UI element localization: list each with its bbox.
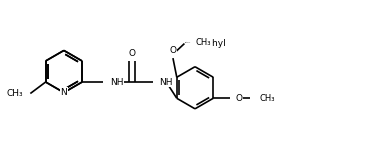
- Text: CH₃: CH₃: [7, 89, 23, 98]
- Text: methyl: methyl: [194, 39, 226, 48]
- Text: CH₃: CH₃: [259, 94, 275, 103]
- Text: methoxy: methoxy: [185, 42, 191, 43]
- Text: O: O: [235, 94, 242, 103]
- Text: N: N: [61, 88, 67, 97]
- Text: NH: NH: [159, 78, 173, 87]
- Text: NH: NH: [110, 78, 123, 87]
- Text: O: O: [170, 46, 177, 55]
- Text: CH₃: CH₃: [196, 38, 211, 47]
- Text: O: O: [128, 49, 135, 58]
- Text: O: O: [170, 47, 177, 56]
